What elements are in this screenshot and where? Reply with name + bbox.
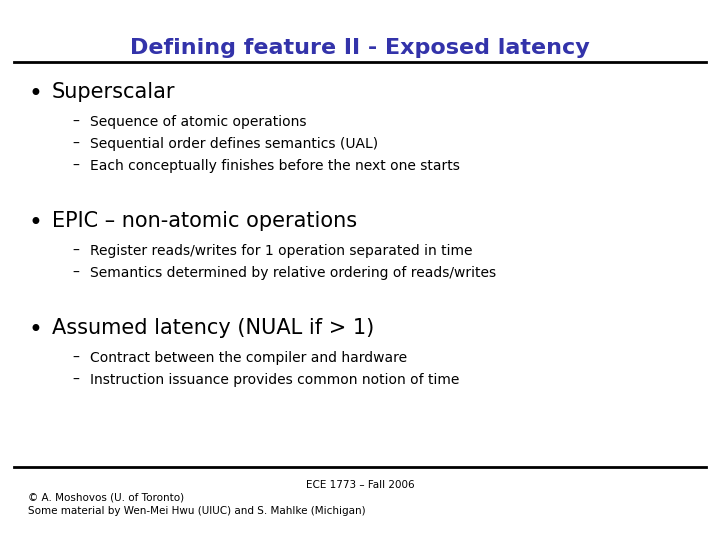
Text: –: –: [72, 244, 79, 258]
Text: •: •: [28, 318, 42, 342]
Text: –: –: [72, 351, 79, 365]
Text: •: •: [28, 211, 42, 235]
Text: © A. Moshovos (U. of Toronto): © A. Moshovos (U. of Toronto): [28, 493, 184, 503]
Text: –: –: [72, 373, 79, 387]
Text: –: –: [72, 115, 79, 129]
Text: Instruction issuance provides common notion of time: Instruction issuance provides common not…: [90, 373, 459, 387]
Text: EPIC – non-atomic operations: EPIC – non-atomic operations: [52, 211, 357, 231]
Text: Sequence of atomic operations: Sequence of atomic operations: [90, 115, 307, 129]
Text: Each conceptually finishes before the next one starts: Each conceptually finishes before the ne…: [90, 159, 460, 173]
Text: Contract between the compiler and hardware: Contract between the compiler and hardwa…: [90, 351, 407, 365]
Text: –: –: [72, 159, 79, 173]
Text: –: –: [72, 137, 79, 151]
Text: ECE 1773 – Fall 2006: ECE 1773 – Fall 2006: [306, 480, 414, 490]
Text: –: –: [72, 266, 79, 280]
Text: •: •: [28, 82, 42, 106]
Text: Some material by Wen-Mei Hwu (UIUC) and S. Mahlke (Michigan): Some material by Wen-Mei Hwu (UIUC) and …: [28, 506, 366, 516]
Text: Register reads/writes for 1 operation separated in time: Register reads/writes for 1 operation se…: [90, 244, 472, 258]
Text: Defining feature II - Exposed latency: Defining feature II - Exposed latency: [130, 38, 590, 58]
Text: Sequential order defines semantics (UAL): Sequential order defines semantics (UAL): [90, 137, 378, 151]
Text: Assumed latency (NUAL if > 1): Assumed latency (NUAL if > 1): [52, 318, 374, 338]
Text: Superscalar: Superscalar: [52, 82, 176, 102]
Text: Semantics determined by relative ordering of reads/writes: Semantics determined by relative orderin…: [90, 266, 496, 280]
